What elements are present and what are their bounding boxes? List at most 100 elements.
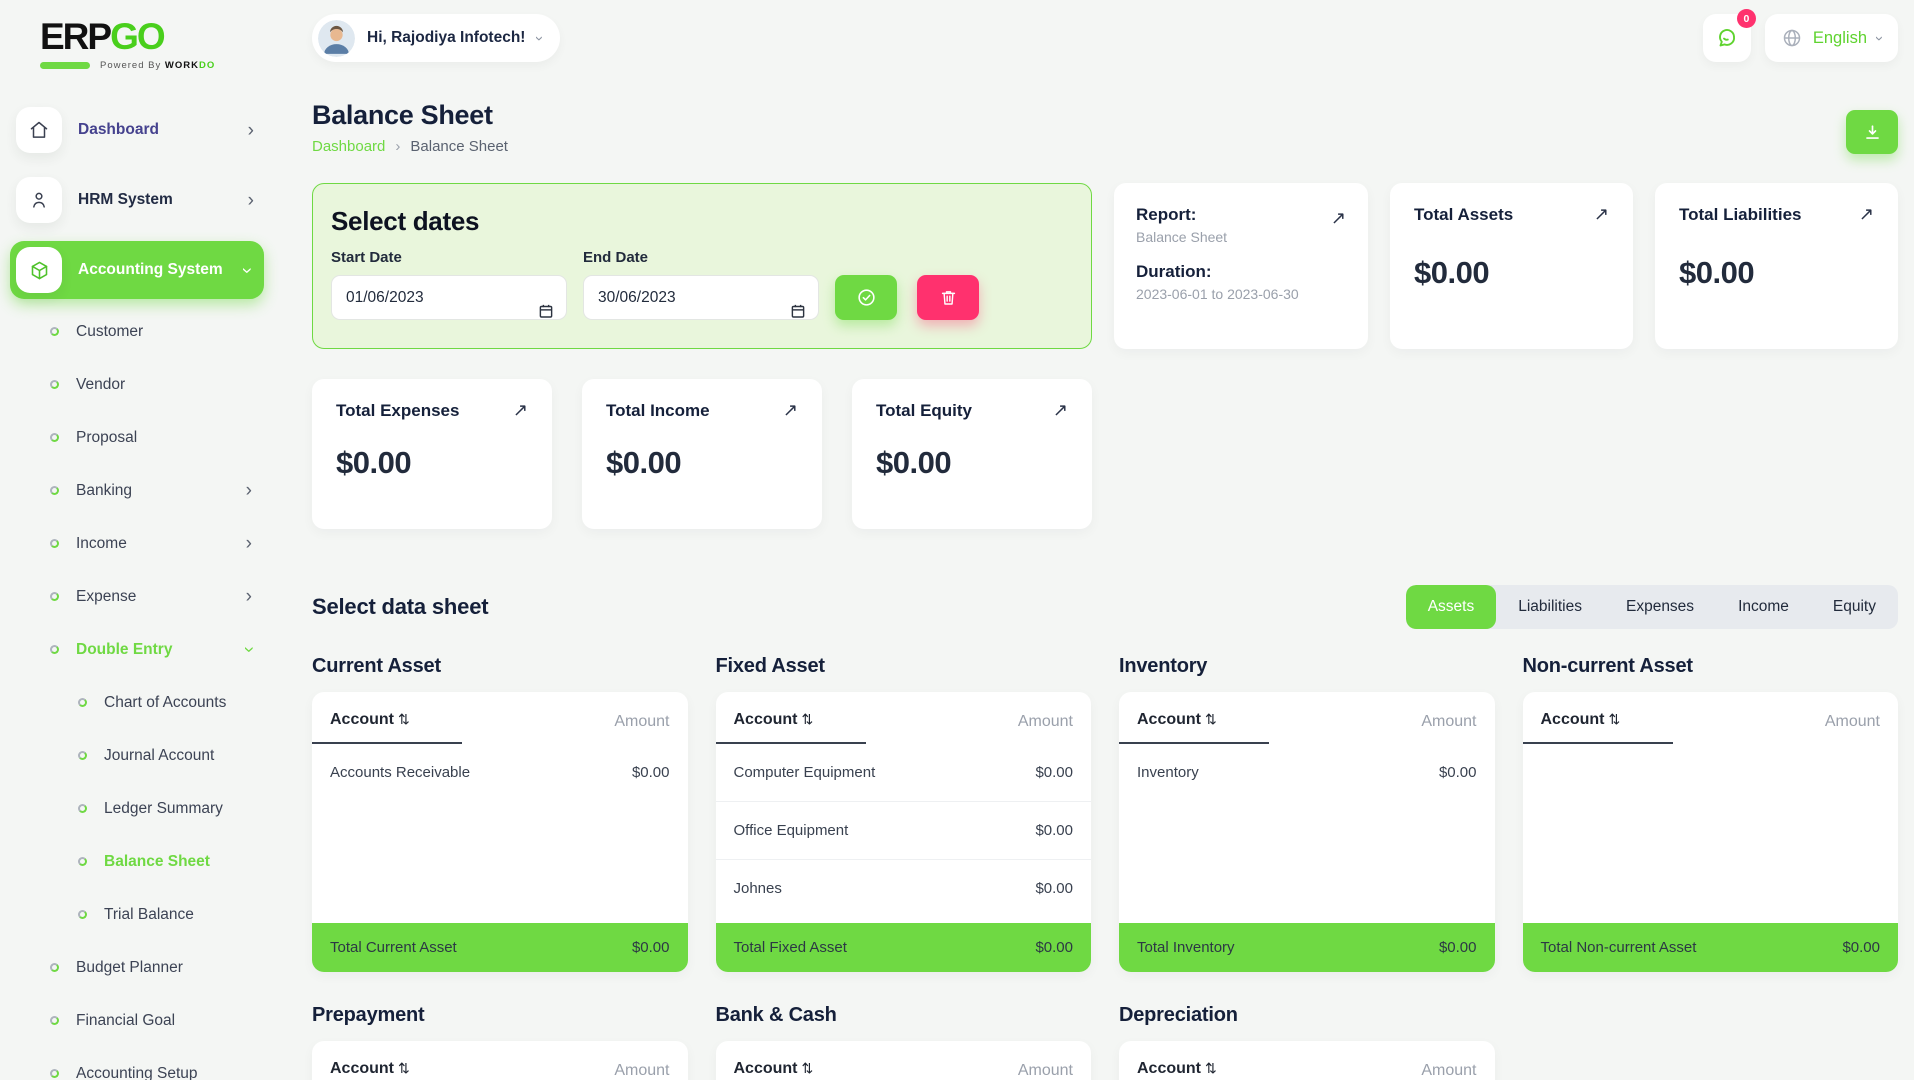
- total-label: Total Fixed Asset: [733, 939, 847, 956]
- column-header-amount: Amount: [1017, 1062, 1073, 1079]
- column-header-amount: Amount: [614, 1062, 670, 1079]
- sort-icon: ⇅: [1205, 1060, 1217, 1076]
- sidebar: ERPGO Powered By WORKDO Dashboard › HRM …: [0, 0, 278, 1080]
- bullet-icon: [50, 539, 59, 548]
- column-header-account[interactable]: Account ⇅: [716, 1041, 866, 1080]
- breadcrumb-current: Balance Sheet: [410, 138, 508, 155]
- download-icon: [1865, 124, 1879, 139]
- column-header-amount: Amount: [1421, 713, 1477, 730]
- column-header-account[interactable]: Account ⇅: [312, 1041, 462, 1080]
- brand-underline: [40, 62, 90, 69]
- sidebar-item-journal-account[interactable]: Journal Account: [0, 729, 278, 782]
- bullet-icon: [50, 1069, 59, 1078]
- total-assets-card: Total Assets ↗ $0.00: [1390, 183, 1633, 349]
- tab-assets[interactable]: Assets: [1405, 585, 1497, 629]
- column-header-account[interactable]: Account ⇅: [1119, 692, 1270, 744]
- table-row: Inventory $0.00: [1119, 744, 1495, 801]
- language-label: English: [1812, 28, 1867, 47]
- sidebar-item-banking[interactable]: Banking ›: [0, 464, 278, 517]
- sidebar-item-trial-balance[interactable]: Trial Balance: [0, 888, 278, 941]
- report-value: Balance Sheet: [1136, 229, 1228, 245]
- sidebar-item-proposal[interactable]: Proposal: [0, 411, 278, 464]
- sidebar-item-income[interactable]: Income ›: [0, 517, 278, 570]
- sidebar-item-financial-goal[interactable]: Financial Goal: [0, 994, 278, 1047]
- external-link-icon[interactable]: ↗: [782, 400, 798, 420]
- chevron-right-icon: ›: [245, 586, 252, 607]
- stat-label: Total Expenses: [336, 401, 460, 420]
- bullet-icon: [78, 751, 87, 760]
- asset-tables-bottom: Prepayment Account ⇅ Amount Bank & Cash A…: [312, 1004, 1898, 1080]
- sidebar-item-chart-of-accounts[interactable]: Chart of Accounts: [0, 676, 278, 729]
- sidebar-item-ledger-summary[interactable]: Ledger Summary: [0, 782, 278, 835]
- tab-expenses[interactable]: Expenses: [1625, 598, 1695, 615]
- external-link-icon[interactable]: ↗: [512, 400, 528, 420]
- datasheet-tabs: Assets Liabilities Expenses Income Equit…: [1405, 585, 1898, 629]
- sort-icon: ⇅: [398, 711, 410, 727]
- download-button[interactable]: [1846, 110, 1898, 154]
- current-asset-section: Current Asset Account ⇅ Amount Accounts R…: [312, 655, 688, 972]
- sort-icon: ⇅: [1205, 711, 1217, 727]
- chevron-right-icon: ›: [245, 533, 252, 554]
- external-link-icon[interactable]: ↗: [1052, 400, 1068, 420]
- external-link-icon[interactable]: ↗: [1330, 208, 1346, 228]
- total-value: $0.00: [1438, 939, 1477, 956]
- main-content: Hi, Rajodiya Infotech! › 0 English › Bal…: [278, 0, 1914, 1080]
- sidebar-item-expense[interactable]: Expense ›: [0, 570, 278, 623]
- reset-filter-button[interactable]: [917, 275, 979, 320]
- section-title: Inventory: [1119, 655, 1208, 677]
- account-cell: Computer Equipment: [733, 764, 876, 781]
- sort-icon: ⇅: [801, 1060, 814, 1076]
- sidebar-item-budget-planner[interactable]: Budget Planner: [0, 941, 278, 994]
- account-cell: Johnes: [733, 880, 782, 897]
- external-link-icon[interactable]: ↗: [1593, 204, 1609, 224]
- depreciation-section: Depreciation Account ⇅ Amount: [1119, 1004, 1495, 1080]
- external-link-icon[interactable]: ↗: [1858, 204, 1874, 224]
- sidebar-item-customer[interactable]: Customer: [0, 305, 278, 358]
- section-title: Non-current Asset: [1522, 655, 1694, 677]
- brand-logo[interactable]: ERPGO Powered By WORKDO: [0, 16, 278, 71]
- bullet-icon: [50, 380, 59, 389]
- notifications-button[interactable]: 0: [1702, 9, 1756, 62]
- avatar: [318, 19, 355, 57]
- start-date-input[interactable]: [331, 275, 567, 320]
- column-header-account[interactable]: Account ⇅: [1119, 1041, 1269, 1080]
- section-title: Current Asset: [312, 655, 441, 677]
- amount-cell: $0.00: [1035, 822, 1073, 839]
- tab-income[interactable]: Income: [1738, 598, 1789, 615]
- sidebar-item-double-entry[interactable]: Double Entry ›: [0, 623, 278, 676]
- sidebar-item-label: Dashboard: [78, 121, 159, 138]
- column-header-account[interactable]: Account ⇅: [715, 692, 866, 744]
- tab-liabilities[interactable]: Liabilities: [1518, 598, 1582, 615]
- notification-badge: 0: [1736, 9, 1756, 28]
- asset-tables: Current Asset Account ⇅ Amount Accounts R…: [312, 655, 1898, 972]
- breadcrumb-separator-icon: ›: [395, 138, 401, 155]
- stat-label: Total Equity: [876, 401, 973, 420]
- total-income-card: Total Income ↗ $0.00: [582, 379, 822, 529]
- language-selector[interactable]: English ›: [1764, 14, 1898, 62]
- chevron-right-icon: ›: [245, 480, 252, 501]
- total-value: $0.00: [1842, 939, 1880, 956]
- sidebar-item-vendor[interactable]: Vendor: [0, 358, 278, 411]
- account-cell: Office Equipment: [733, 822, 849, 839]
- total-label: Total Current Asset: [330, 939, 457, 956]
- bullet-icon: [50, 486, 59, 495]
- breadcrumb-dashboard-link[interactable]: Dashboard: [312, 138, 386, 155]
- sidebar-item-hrm-system[interactable]: HRM System ›: [0, 165, 278, 235]
- account-cell: Accounts Receivable: [330, 764, 471, 781]
- apply-filter-button[interactable]: [835, 275, 897, 320]
- user-menu[interactable]: Hi, Rajodiya Infotech! ›: [312, 14, 561, 62]
- end-date-input[interactable]: [583, 275, 819, 320]
- sidebar-item-dashboard[interactable]: Dashboard ›: [0, 95, 278, 165]
- column-header-account[interactable]: Account ⇅: [1522, 692, 1673, 744]
- bullet-icon: [78, 804, 87, 813]
- sidebar-item-balance-sheet[interactable]: Balance Sheet: [0, 835, 278, 888]
- bullet-icon: [50, 1016, 59, 1025]
- chevron-down-icon: ›: [1871, 35, 1888, 41]
- prepayment-section: Prepayment Account ⇅ Amount: [312, 1004, 688, 1080]
- sidebar-item-accounting-system[interactable]: Accounting System ›: [10, 241, 264, 299]
- column-header-account[interactable]: Account ⇅: [312, 692, 463, 744]
- page-header: Balance Sheet Dashboard › Balance Sheet: [312, 100, 1898, 155]
- sidebar-item-accounting-setup[interactable]: Accounting Setup: [0, 1047, 278, 1080]
- tab-equity[interactable]: Equity: [1832, 598, 1876, 615]
- total-value: $0.00: [631, 939, 670, 956]
